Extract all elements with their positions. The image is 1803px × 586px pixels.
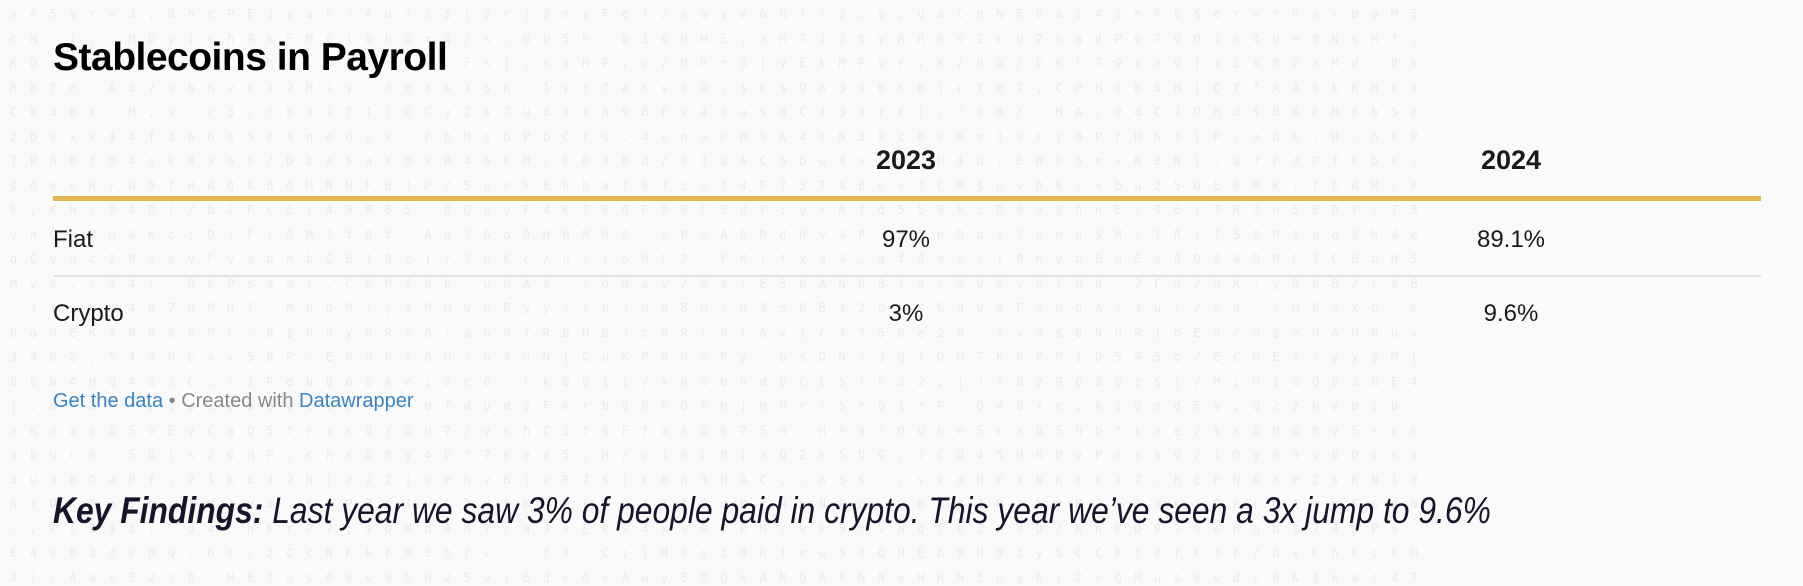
- key-findings: Key Findings: Last year we saw 3% of peo…: [53, 490, 1491, 532]
- cell-fiat-2023: 97%: [881, 226, 931, 253]
- column-header-2023: 2023: [875, 145, 937, 175]
- footer-credit-text: • Created with: [163, 390, 300, 412]
- get-the-data-link[interactable]: Get the data: [53, 390, 164, 412]
- cell-fiat-2024: 89.1%: [1476, 226, 1546, 253]
- row-label-fiat: Fiat: [53, 226, 94, 253]
- chart-title: Stablecoins in Payroll: [53, 36, 448, 79]
- header-rule: [53, 196, 1761, 201]
- row-label-crypto: Crypto: [53, 300, 124, 327]
- cell-crypto-2023: 3%: [888, 300, 924, 327]
- chart-footer: Get the data • Created with Datawrapper: [53, 390, 414, 413]
- column-header-2024: 2024: [1480, 145, 1542, 175]
- row-divider: [53, 275, 1761, 277]
- cell-crypto-2024: 9.6%: [1483, 300, 1539, 327]
- key-findings-text: Last year we saw 3% of people paid in cr…: [263, 490, 1491, 531]
- key-findings-label: Key Findings:: [53, 490, 264, 531]
- datawrapper-link[interactable]: Datawrapper: [299, 390, 414, 412]
